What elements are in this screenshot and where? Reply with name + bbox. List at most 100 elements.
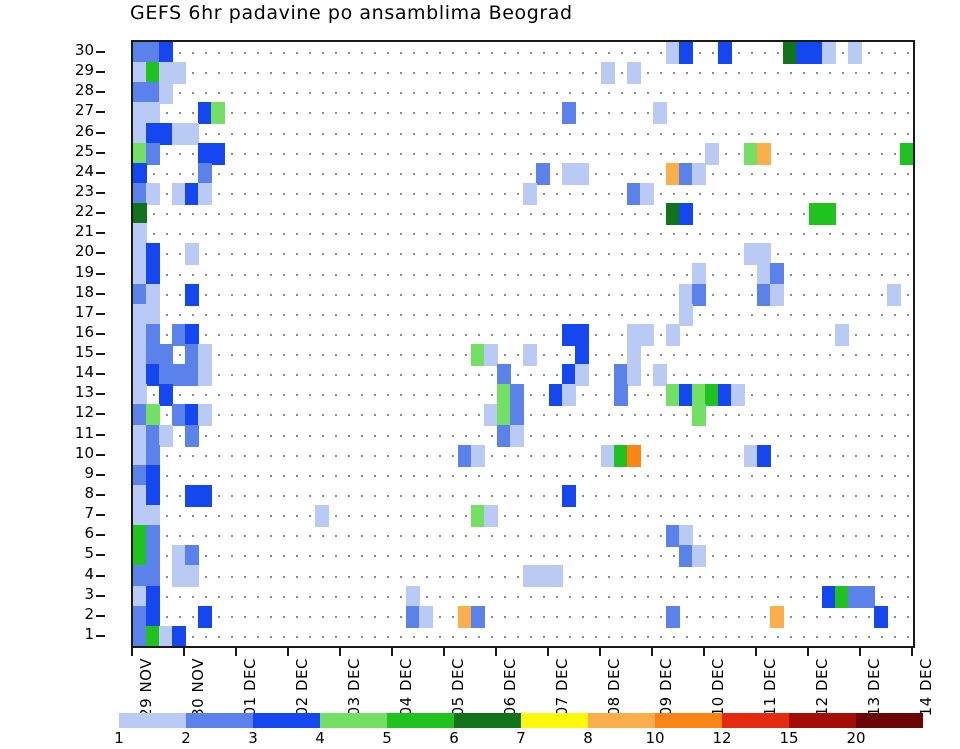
x-axis-label: 01 DEC xyxy=(241,658,259,717)
grid-dot xyxy=(413,576,415,578)
grid-dot xyxy=(478,475,480,477)
grid-dot xyxy=(634,616,636,618)
grid-dot xyxy=(881,294,883,296)
heatmap-cell xyxy=(562,384,576,406)
grid-dot xyxy=(673,414,675,416)
grid-dot xyxy=(166,414,168,416)
grid-dot xyxy=(361,193,363,195)
grid-dot xyxy=(751,414,753,416)
grid-dot xyxy=(322,555,324,557)
grid-dot xyxy=(803,334,805,336)
grid-dot xyxy=(361,636,363,638)
grid-dot xyxy=(712,475,714,477)
grid-dot xyxy=(556,294,558,296)
grid-dot xyxy=(257,213,259,215)
grid-dot xyxy=(491,314,493,316)
grid-dot xyxy=(283,233,285,235)
grid-dot xyxy=(413,435,415,437)
grid-dot xyxy=(348,555,350,557)
grid-dot xyxy=(270,274,272,276)
grid-dot xyxy=(504,233,506,235)
grid-dot xyxy=(569,414,571,416)
grid-dot xyxy=(322,414,324,416)
grid-dot xyxy=(348,173,350,175)
heatmap-cell xyxy=(159,384,173,406)
grid-dot xyxy=(712,535,714,537)
grid-dot xyxy=(660,253,662,255)
grid-dot xyxy=(166,455,168,457)
grid-dot xyxy=(803,555,805,557)
grid-dot xyxy=(777,334,779,336)
grid-dot xyxy=(166,253,168,255)
grid-dot xyxy=(621,133,623,135)
grid-dot xyxy=(894,274,896,276)
grid-dot xyxy=(387,636,389,638)
grid-dot xyxy=(569,274,571,276)
grid-dot xyxy=(907,253,909,255)
y-axis-tick xyxy=(96,413,105,416)
heatmap-cell xyxy=(562,364,576,386)
grid-dot xyxy=(478,314,480,316)
plot-area xyxy=(131,40,915,648)
grid-dot xyxy=(413,153,415,155)
grid-dot xyxy=(400,535,402,537)
grid-dot xyxy=(751,314,753,316)
grid-dot xyxy=(218,374,220,376)
grid-dot xyxy=(868,274,870,276)
grid-dot xyxy=(556,274,558,276)
heatmap-cell xyxy=(718,42,732,64)
grid-dot xyxy=(673,555,675,557)
grid-dot xyxy=(621,294,623,296)
heatmap-cell xyxy=(185,324,199,346)
grid-dot xyxy=(270,233,272,235)
grid-dot xyxy=(751,173,753,175)
y-axis-label: 6 xyxy=(84,524,94,543)
grid-dot xyxy=(907,233,909,235)
grid-dot xyxy=(881,596,883,598)
grid-dot xyxy=(790,314,792,316)
grid-dot xyxy=(231,596,233,598)
heatmap-cell xyxy=(861,586,875,608)
grid-dot xyxy=(868,435,870,437)
grid-dot xyxy=(842,616,844,618)
grid-dot xyxy=(439,374,441,376)
grid-dot xyxy=(309,374,311,376)
grid-dot xyxy=(205,455,207,457)
grid-dot xyxy=(790,596,792,598)
grid-dot xyxy=(790,213,792,215)
x-axis-label: 30 NOV xyxy=(189,658,207,718)
grid-dot xyxy=(816,636,818,638)
grid-dot xyxy=(218,133,220,135)
grid-dot xyxy=(894,515,896,517)
grid-dot xyxy=(426,253,428,255)
grid-dot xyxy=(491,72,493,74)
grid-dot xyxy=(153,213,155,215)
grid-dot xyxy=(725,455,727,457)
heatmap-cell xyxy=(627,62,641,84)
grid-dot xyxy=(764,173,766,175)
grid-dot xyxy=(322,294,324,296)
grid-dot xyxy=(218,515,220,517)
grid-dot xyxy=(491,435,493,437)
grid-dot xyxy=(686,455,688,457)
grid-dot xyxy=(855,294,857,296)
grid-dot xyxy=(712,435,714,437)
grid-dot xyxy=(205,555,207,557)
grid-dot xyxy=(257,495,259,497)
heatmap-cell xyxy=(133,263,147,285)
grid-dot xyxy=(465,515,467,517)
heatmap-cell xyxy=(185,284,199,306)
grid-dot xyxy=(751,274,753,276)
y-axis-label: 23 xyxy=(74,182,94,200)
grid-dot xyxy=(634,253,636,255)
grid-dot xyxy=(803,374,805,376)
grid-dot xyxy=(647,475,649,477)
grid-dot xyxy=(504,475,506,477)
grid-dot xyxy=(803,576,805,578)
grid-dot xyxy=(725,354,727,356)
grid-dot xyxy=(413,173,415,175)
grid-dot xyxy=(478,596,480,598)
grid-dot xyxy=(231,616,233,618)
x-axis-tick xyxy=(183,648,185,656)
grid-dot xyxy=(894,52,896,54)
